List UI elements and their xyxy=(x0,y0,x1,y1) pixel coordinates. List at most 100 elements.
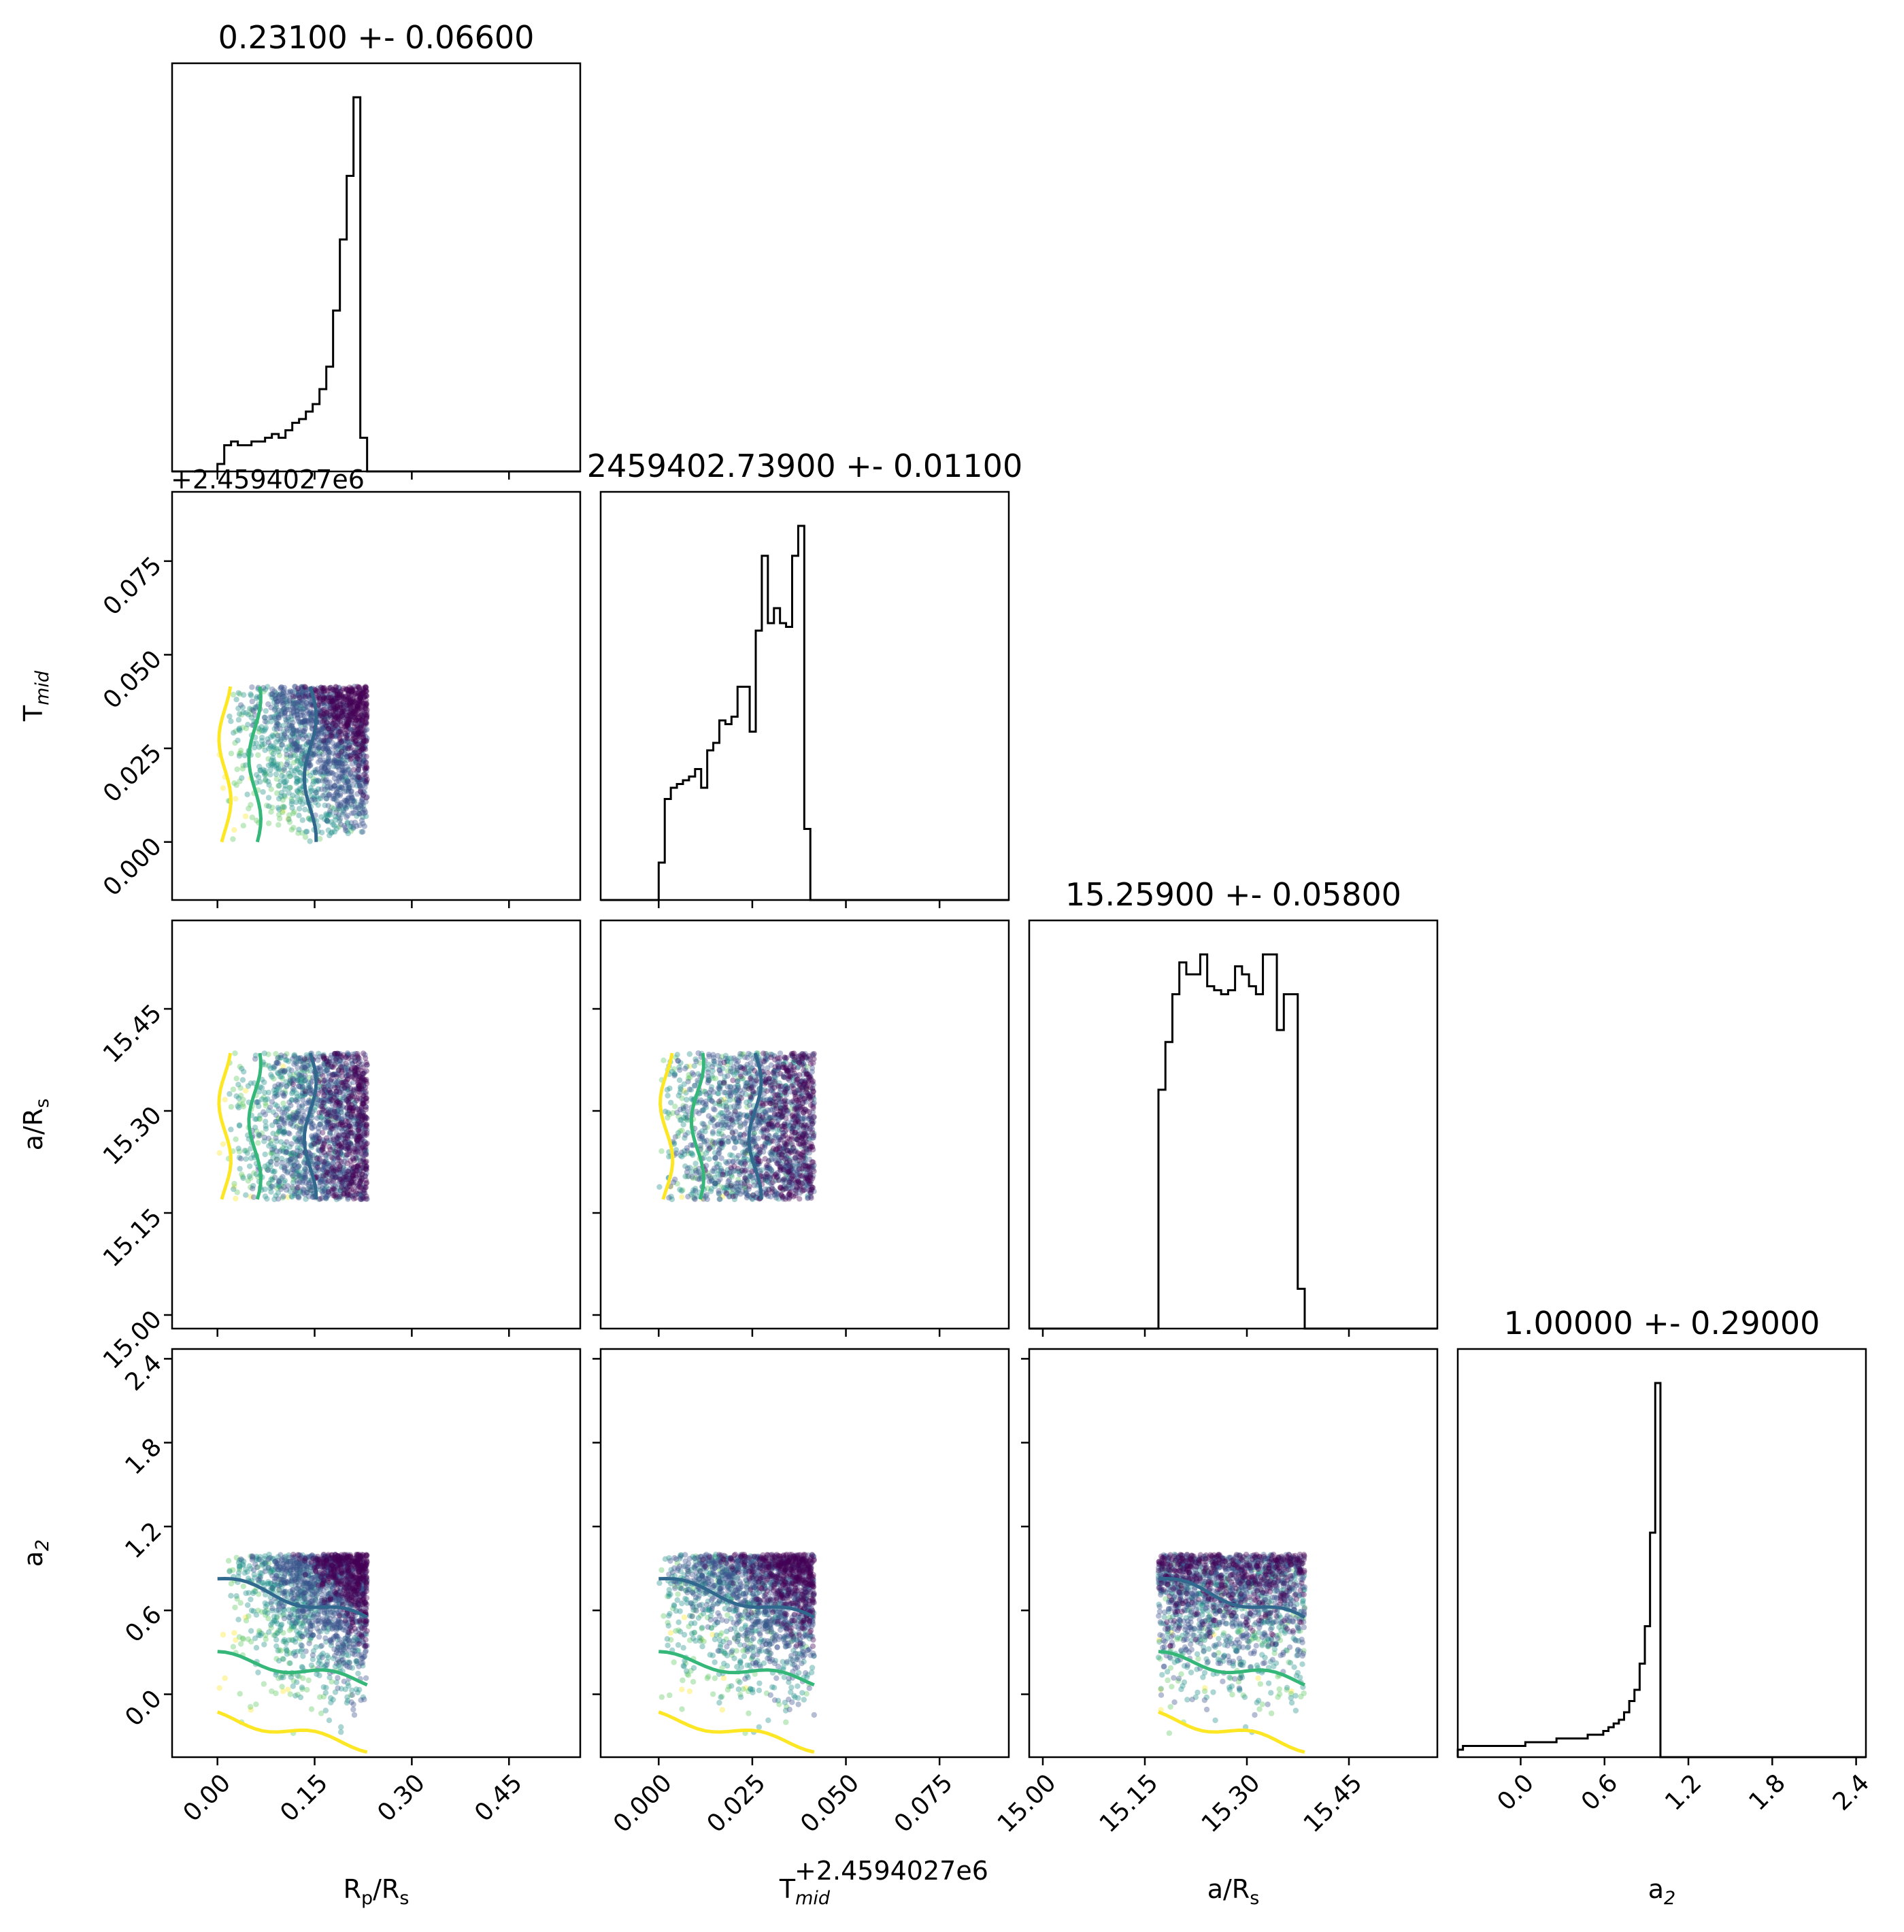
sample-point xyxy=(239,704,246,710)
sample-point xyxy=(339,811,346,818)
sample-point xyxy=(338,1109,344,1115)
sample-point xyxy=(261,741,267,748)
sample-point xyxy=(308,717,314,724)
sample-point xyxy=(262,767,269,774)
sample-point xyxy=(361,727,367,734)
sample-point xyxy=(354,1064,361,1070)
sample-point xyxy=(344,828,350,834)
sample-point xyxy=(295,778,301,785)
sample-point xyxy=(278,1069,284,1075)
sample-point xyxy=(261,769,267,776)
sample-point xyxy=(320,776,327,782)
sample-point xyxy=(258,735,265,741)
sample-point xyxy=(275,736,281,743)
sample-point xyxy=(339,1180,345,1186)
sample-point xyxy=(257,779,263,785)
sample-point xyxy=(251,744,258,751)
sample-point xyxy=(297,762,303,769)
sample-point xyxy=(292,1190,298,1197)
sample-point xyxy=(230,1086,237,1093)
sample-point xyxy=(337,821,344,828)
sample-point xyxy=(329,804,335,811)
sample-point xyxy=(231,827,237,833)
sample-point xyxy=(288,827,295,833)
sample-point xyxy=(329,1097,335,1103)
sample-point xyxy=(325,1118,331,1125)
sample-point xyxy=(262,747,268,754)
sample-point xyxy=(338,747,344,754)
sample-point xyxy=(242,813,249,820)
sample-point xyxy=(345,830,351,837)
sample-point xyxy=(662,1108,669,1115)
sample-point xyxy=(345,795,351,801)
sample-point xyxy=(275,714,282,720)
sample-point xyxy=(262,727,268,733)
sample-point xyxy=(295,830,301,836)
sample-point xyxy=(263,1126,269,1132)
sample-point xyxy=(328,1113,334,1119)
sample-point xyxy=(250,707,256,713)
sample-point xyxy=(264,719,270,725)
sample-point xyxy=(273,1118,279,1125)
sample-point xyxy=(273,695,279,702)
sample-point xyxy=(358,799,365,805)
sample-point xyxy=(331,1062,338,1068)
sample-point xyxy=(253,771,260,778)
sample-point xyxy=(292,752,299,759)
sample-point xyxy=(341,773,348,780)
sample-point xyxy=(329,769,335,776)
sample-point xyxy=(297,769,303,776)
sample-point xyxy=(355,765,361,771)
sample-point xyxy=(312,767,318,773)
sample-point xyxy=(252,705,259,712)
sample-point xyxy=(286,722,293,729)
sample-point xyxy=(354,802,361,808)
sample-point xyxy=(318,771,324,777)
sample-point xyxy=(293,742,299,748)
sample-point xyxy=(276,715,282,721)
sample-point xyxy=(286,1099,293,1105)
sample-point xyxy=(294,745,300,751)
sample-point xyxy=(322,725,329,731)
sample-point xyxy=(284,759,290,765)
sample-point xyxy=(273,771,280,778)
sample-point xyxy=(320,730,327,736)
sample-point xyxy=(285,714,292,721)
sample-point xyxy=(235,1146,241,1152)
sample-point xyxy=(675,1057,681,1064)
sample-point xyxy=(302,722,309,729)
sample-point xyxy=(686,1086,693,1093)
sample-point xyxy=(253,817,260,824)
sample-point xyxy=(358,1086,365,1092)
sample-point xyxy=(299,685,305,692)
sample-point xyxy=(327,832,333,839)
sample-point xyxy=(301,705,307,712)
sample-point xyxy=(323,723,329,730)
axes-frame xyxy=(171,62,582,473)
sample-point xyxy=(329,829,335,835)
sample-point xyxy=(220,1141,227,1148)
sample-point xyxy=(321,1092,327,1099)
sample-point xyxy=(344,757,351,763)
sample-point xyxy=(271,744,278,751)
sample-point xyxy=(297,704,303,711)
sample-point xyxy=(354,705,360,712)
sample-point xyxy=(265,756,271,762)
sample-point xyxy=(352,798,358,804)
sample-point xyxy=(349,1150,355,1156)
sample-point xyxy=(671,1072,678,1079)
sample-point xyxy=(312,794,318,801)
sample-point xyxy=(310,795,316,802)
sample-point xyxy=(735,1159,741,1165)
sample-point xyxy=(325,737,331,744)
sample-point xyxy=(342,731,349,737)
sample-point xyxy=(751,1182,757,1188)
sample-point xyxy=(262,1186,268,1193)
scatter-points xyxy=(216,1050,370,1203)
sample-point xyxy=(361,803,367,810)
sample-point xyxy=(282,736,288,743)
sample-point xyxy=(254,1099,261,1105)
sample-point xyxy=(233,796,239,802)
sample-point xyxy=(344,1082,350,1089)
sample-point xyxy=(336,812,342,818)
